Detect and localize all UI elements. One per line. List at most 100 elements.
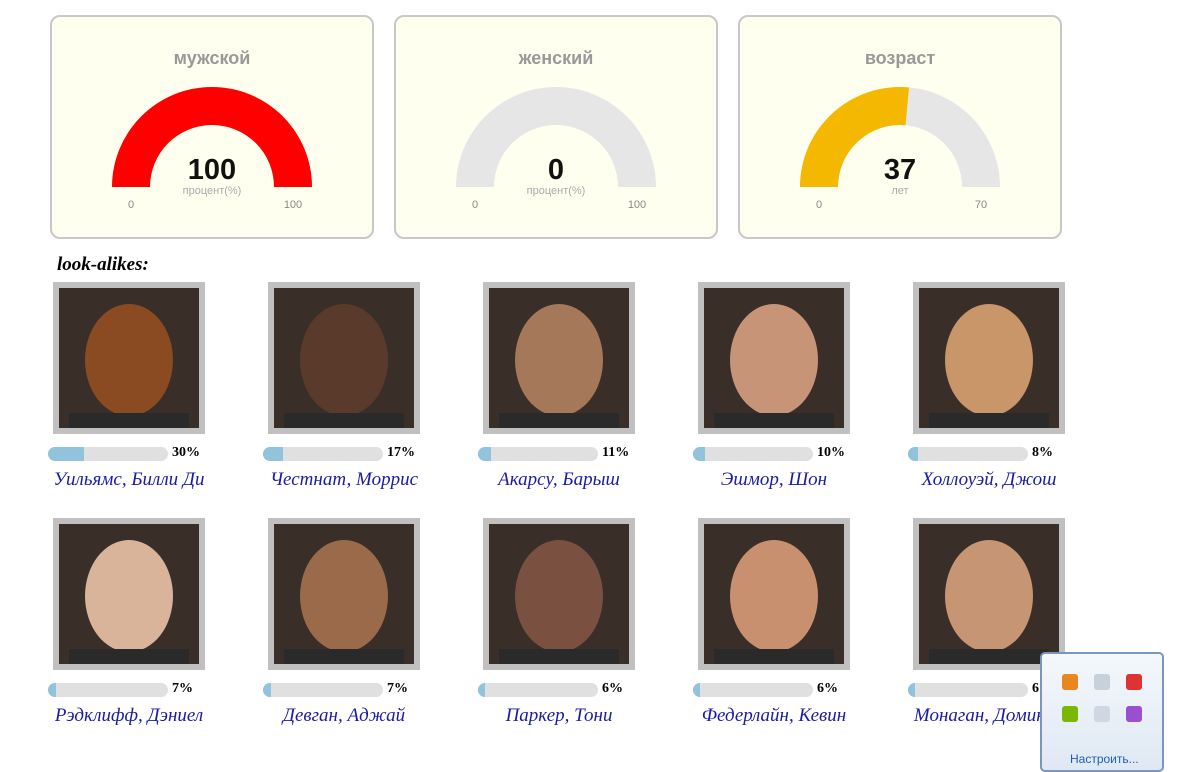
shoulders	[929, 413, 1049, 428]
shoulders	[284, 413, 404, 428]
person-name: Эшмор, Шон	[720, 469, 828, 490]
person-name: Паркер, Тони	[505, 705, 613, 726]
photo-frame	[698, 282, 850, 434]
similarity-bar-track	[908, 447, 1028, 461]
similarity-label: 17%	[387, 445, 415, 460]
shoulders	[69, 649, 189, 664]
tray-icon[interactable]	[1126, 674, 1142, 690]
person-name: Рэдклифф, Дэниел	[54, 705, 204, 726]
face	[945, 304, 1033, 416]
similarity-bar	[908, 683, 916, 697]
tray-icon[interactable]	[1062, 674, 1078, 690]
gauge-panel: мужской 100 процент(%) 0 100	[50, 15, 374, 239]
shoulders	[284, 649, 404, 664]
shoulders	[499, 413, 619, 428]
similarity-label: 6%	[817, 681, 838, 696]
tray-icon[interactable]	[1094, 674, 1110, 690]
person-name: Федерлайн, Кевин	[701, 705, 847, 726]
gauge-title: женский	[518, 48, 594, 68]
gauge-max: 70	[975, 199, 987, 211]
face	[730, 540, 818, 652]
face	[85, 540, 173, 652]
gauge-panel: женский 0 процент(%) 0 100	[394, 15, 718, 239]
tray-icon[interactable]	[1094, 706, 1110, 722]
similarity-label: 11%	[602, 445, 630, 460]
photo	[919, 288, 1059, 428]
section-title: look-alikes:	[57, 254, 149, 275]
shoulders	[714, 649, 834, 664]
gauge-value: 0	[548, 154, 564, 186]
similarity-bar-track	[478, 683, 598, 697]
similarity-bar	[48, 447, 84, 461]
tray-link[interactable]: Настроить...	[1070, 752, 1139, 766]
gauge-value: 37	[884, 154, 916, 186]
similarity-bar	[478, 683, 486, 697]
gauge-value-arc	[800, 87, 909, 187]
photo-frame	[53, 282, 205, 434]
gauge-min: 0	[128, 199, 134, 211]
person-name: Честнат, Моррис	[269, 469, 419, 490]
similarity-bar	[908, 447, 918, 461]
tray-popup: Настроить...	[1040, 652, 1164, 772]
similarity-bar-track	[478, 447, 598, 461]
similarity-bar-track	[908, 683, 1028, 697]
face	[945, 540, 1033, 652]
similarity-bar-track	[263, 683, 383, 697]
photo	[489, 524, 629, 664]
photo-frame	[483, 282, 635, 434]
similarity-label: 10%	[817, 445, 845, 460]
photo	[274, 524, 414, 664]
shoulders	[929, 649, 1049, 664]
photo-frame	[53, 518, 205, 670]
person-name: Акарсу, Барыш	[498, 469, 620, 490]
shoulders	[714, 413, 834, 428]
similarity-bar-track	[48, 447, 168, 461]
similarity-label: 7%	[387, 681, 408, 696]
photo	[919, 524, 1059, 664]
similarity-bar-track	[693, 683, 813, 697]
photo-frame	[483, 518, 635, 670]
face	[85, 304, 173, 416]
photo-frame	[268, 282, 420, 434]
gauge-title: возраст	[865, 48, 936, 68]
gauge-unit: процент(%)	[183, 185, 242, 197]
photo-frame	[913, 282, 1065, 434]
similarity-label: 6%	[602, 681, 623, 696]
gauge-title: мужской	[174, 48, 251, 68]
gauge-track	[456, 87, 656, 187]
face	[515, 540, 603, 652]
person-name: Холлоуэй, Джош	[921, 469, 1057, 490]
photo	[704, 524, 844, 664]
similarity-bar-track	[263, 447, 383, 461]
face	[300, 304, 388, 416]
similarity-label: 8%	[1032, 445, 1053, 460]
similarity-bar	[693, 683, 701, 697]
photo-frame	[268, 518, 420, 670]
tray-icon[interactable]	[1062, 706, 1078, 722]
gauge-panel: возраст 37 лет 0 70	[738, 15, 1062, 239]
similarity-bar-track	[48, 683, 168, 697]
tray-icon[interactable]	[1126, 706, 1142, 722]
similarity-bar	[263, 447, 284, 461]
face	[515, 304, 603, 416]
photo	[274, 288, 414, 428]
person-name: Девган, Аджай	[282, 705, 406, 726]
photo	[704, 288, 844, 428]
face	[730, 304, 818, 416]
gauge-value: 100	[188, 154, 236, 186]
photo-frame	[698, 518, 850, 670]
gauge-unit: лет	[891, 185, 908, 197]
photo	[59, 288, 199, 428]
gauge-value-arc	[112, 87, 312, 187]
shoulders	[499, 649, 619, 664]
similarity-bar-track	[693, 447, 813, 461]
gauge-min: 0	[472, 199, 478, 211]
photo-frame	[913, 518, 1065, 670]
face	[300, 540, 388, 652]
person-name: Уильямс, Билли Ди	[53, 469, 205, 490]
gauge-max: 100	[628, 199, 646, 211]
gauge-unit: процент(%)	[527, 185, 586, 197]
